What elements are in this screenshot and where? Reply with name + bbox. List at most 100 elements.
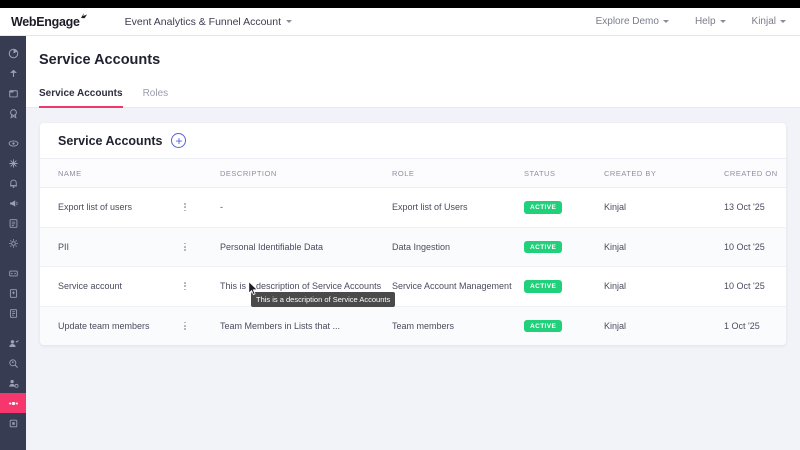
row-role: Data Ingestion [392, 227, 524, 267]
sidebar-item-settings[interactable] [0, 233, 26, 253]
top-black-strip [0, 0, 800, 8]
row-created-by: Kinjal [604, 320, 627, 331]
announcements-icon [8, 198, 19, 209]
row-name: Update team members [58, 320, 150, 331]
sidebar-item-inbox[interactable] [0, 263, 26, 283]
sidebar-item-segments[interactable] [0, 353, 26, 373]
sidebar-divider-2 [0, 253, 26, 263]
sidebar-item-notifications[interactable] [0, 173, 26, 193]
logo-text: WebEngage [11, 14, 80, 29]
user-menu[interactable]: Kinjal [752, 16, 786, 27]
reports-icon [8, 218, 19, 229]
table-header-row: Name Description Role Status Created By … [40, 159, 786, 188]
help-label: Help [694, 16, 716, 27]
sidebar-item-reports[interactable] [0, 213, 26, 233]
add-service-account-button[interactable]: + [171, 133, 187, 148]
user-menu-label: Kinjal [751, 16, 776, 27]
page-tabs: Service Accounts Roles [39, 87, 169, 108]
description-tooltip: This is a description of Service Account… [251, 292, 396, 307]
row-name: Service account [58, 281, 123, 292]
service-accounts-icon [8, 398, 19, 409]
help-menu[interactable]: Help [695, 16, 726, 27]
chevron-down-icon [780, 20, 786, 23]
sidebar-item-eye[interactable] [0, 133, 26, 153]
logo-accent-bar [37, 21, 43, 23]
sidebar-item-user-settings[interactable] [0, 373, 26, 393]
card-header: Service Accounts + [40, 123, 786, 159]
sidebar-item-integrations[interactable] [0, 413, 26, 433]
row-name: PII [58, 241, 70, 252]
integrations-icon [8, 418, 19, 429]
catalog-icon [8, 288, 19, 299]
service-accounts-card: Service Accounts + Name Description Role… [40, 123, 786, 345]
column-header-status: Status [524, 159, 604, 188]
sidebar-item-rewards[interactable] [0, 103, 26, 123]
sidebar-divider-1 [0, 123, 26, 133]
sidebar-item-campaigns[interactable] [0, 63, 26, 83]
table-row[interactable]: Service account This is a description of… [40, 266, 786, 307]
sidebar-item-users[interactable] [0, 333, 26, 353]
chevron-down-icon [286, 20, 293, 23]
row-created-by: Kinjal [604, 227, 724, 267]
column-header-role: Role [392, 159, 524, 188]
tab-service-accounts[interactable]: Service Accounts [39, 88, 123, 108]
row-description: - [220, 187, 392, 228]
sidebar-item-data[interactable] [0, 303, 26, 323]
table-body: Export list of users - Export list of Us… [40, 187, 786, 345]
chevron-down-icon [662, 20, 669, 23]
tab-roles[interactable]: Roles [142, 88, 169, 99]
row-created-on: 1 Oct '25 [724, 320, 760, 331]
mouse-cursor-icon [248, 280, 259, 301]
page-title: Service Accounts [39, 52, 161, 68]
dashboard-icon [8, 48, 19, 59]
row-created-on: 13 Oct '25 [724, 187, 786, 228]
segments-icon [8, 358, 19, 369]
account-selector[interactable]: Event Analytics & Funnel Account [124, 15, 293, 28]
sidebar-item-personalization[interactable] [0, 153, 26, 173]
sidebar-item-service-accounts[interactable] [0, 393, 26, 413]
row-role: Export list of Users [392, 187, 524, 228]
row-created-on: 10 Oct '25 [724, 266, 786, 307]
row-role: Team members [392, 320, 455, 331]
service-accounts-table: Name Description Role Status Created By … [40, 159, 786, 345]
table-row[interactable]: Update team members Team Members in List… [40, 306, 786, 345]
explore-demo-menu[interactable]: Explore Demo [596, 16, 669, 27]
eye-icon [8, 138, 19, 149]
sidebar-item-journeys[interactable] [0, 83, 26, 103]
column-header-name: Name [40, 159, 220, 188]
left-sidebar [0, 36, 26, 450]
column-header-created-on: Created On [724, 159, 786, 188]
sidebar-divider-3 [0, 323, 26, 333]
row-created-by: Kinjal [604, 187, 724, 228]
logo-mark-icon [80, 12, 88, 20]
status-badge: Active [524, 240, 563, 253]
campaigns-icon [8, 68, 19, 79]
top-header-right: Explore Demo Help Kinjal [596, 16, 786, 27]
sidebar-item-dashboard[interactable] [0, 43, 26, 63]
explore-demo-label: Explore Demo [595, 16, 659, 27]
notifications-icon [8, 178, 19, 189]
page-header: Service Accounts Service Accounts Roles [26, 36, 800, 108]
rewards-icon [8, 108, 19, 119]
table-row[interactable]: PII Personal Identifiable Data Data Inge… [40, 227, 786, 267]
status-badge: Active [524, 319, 563, 332]
sidebar-item-catalog[interactable] [0, 283, 26, 303]
user-settings-icon [8, 378, 19, 389]
row-menu-icon[interactable] [184, 282, 186, 291]
top-header-bar: WebEngage Event Analytics & Funnel Accou… [0, 8, 800, 36]
row-description: Personal Identifiable Data [220, 227, 392, 267]
users-icon [8, 338, 19, 349]
personalization-icon [8, 158, 19, 169]
table-row[interactable]: Export list of users - Export list of Us… [40, 187, 786, 228]
row-menu-icon[interactable] [184, 242, 186, 251]
data-icon [8, 308, 19, 319]
column-header-description: Description [220, 159, 392, 188]
row-menu-icon[interactable] [184, 203, 186, 212]
status-badge: Active [524, 280, 563, 293]
settings-gear-icon [8, 238, 19, 249]
account-selector-label: Event Analytics & Funnel Account [124, 15, 282, 28]
row-menu-icon[interactable] [184, 321, 186, 330]
webengage-logo[interactable]: WebEngage [11, 12, 87, 29]
sidebar-item-announcements[interactable] [0, 193, 26, 213]
